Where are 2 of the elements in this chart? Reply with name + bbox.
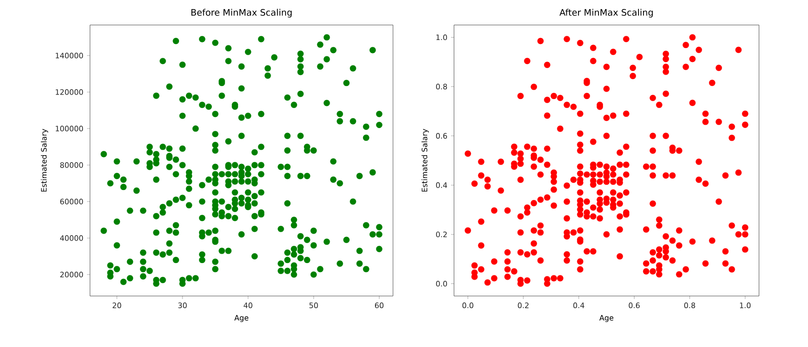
chart-title: Before MinMax Scaling [191, 8, 292, 18]
chart-title: After MinMax Scaling [559, 8, 653, 18]
